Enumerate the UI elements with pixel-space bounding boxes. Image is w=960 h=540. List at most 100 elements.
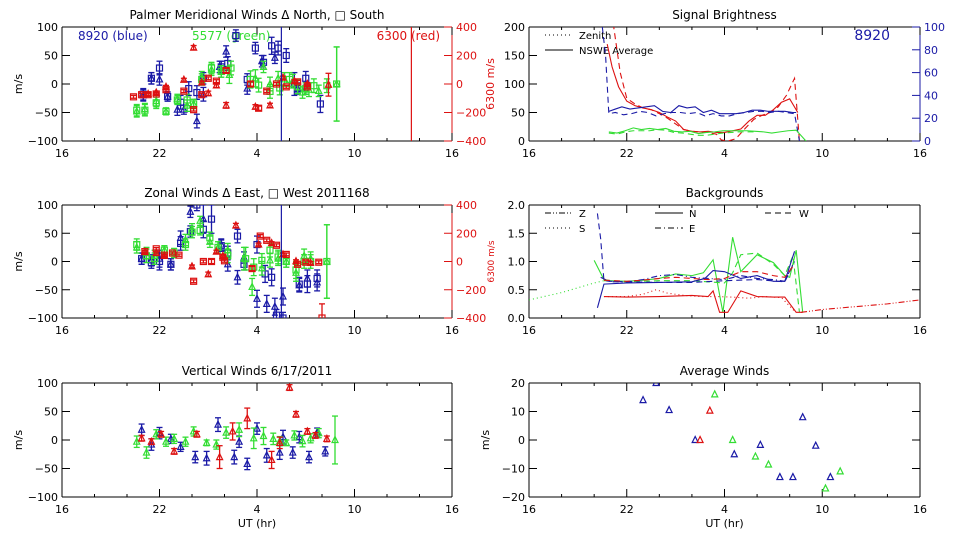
triangle-marker xyxy=(170,434,179,442)
data-point xyxy=(266,100,274,109)
panel-zonal: Zonal Winds Δ East, □ West 2011168 16 22 4 1… xyxy=(12,186,497,337)
triangle-marker xyxy=(821,483,830,492)
data-point xyxy=(141,248,149,256)
data-point xyxy=(152,90,160,98)
triangle-marker xyxy=(152,248,161,257)
triangle-marker xyxy=(259,431,268,440)
data-point xyxy=(282,250,290,259)
triangle-marker xyxy=(230,452,239,461)
y-tick-label: 50 xyxy=(511,107,525,120)
triangle-marker xyxy=(751,451,760,460)
x-tick-label: 16 xyxy=(55,324,69,337)
square-marker xyxy=(160,251,168,259)
square-marker xyxy=(177,239,185,248)
square-marker xyxy=(282,83,290,91)
data-point xyxy=(262,294,271,314)
triangle-marker xyxy=(222,427,231,436)
data-point xyxy=(255,77,263,93)
square-marker xyxy=(164,92,172,101)
series-line xyxy=(800,299,920,313)
triangle-marker xyxy=(295,432,304,441)
panel-backgrounds: Backgrounds 16 22 4 10 16 2.0 1.5 1.0 0.5 0.0 Z N W S E xyxy=(508,186,928,337)
data-point xyxy=(181,436,190,447)
data-point xyxy=(197,77,206,86)
data-point xyxy=(246,80,255,88)
data-point xyxy=(270,51,279,65)
triangle-marker xyxy=(142,447,151,456)
data-point xyxy=(190,277,198,285)
data-point xyxy=(259,426,268,446)
square-marker xyxy=(217,67,225,76)
data-point xyxy=(255,104,263,112)
data-point xyxy=(235,435,244,449)
data-point xyxy=(285,383,294,392)
square-marker xyxy=(255,104,263,112)
square-marker xyxy=(282,257,290,266)
square-marker xyxy=(212,77,220,85)
data-point xyxy=(710,389,719,398)
data-point xyxy=(180,87,188,95)
data-point xyxy=(274,40,282,56)
square-marker xyxy=(313,274,321,283)
square-marker xyxy=(207,215,216,223)
triangle-marker xyxy=(192,116,201,125)
x-tick-label: 4 xyxy=(721,503,728,516)
data-point xyxy=(258,252,266,268)
data-point xyxy=(129,93,138,101)
data-point xyxy=(232,29,240,42)
triangle-marker xyxy=(728,435,737,444)
square-marker xyxy=(294,78,302,86)
triangle-marker xyxy=(170,446,179,455)
data-point xyxy=(282,438,291,447)
triangle-marker xyxy=(189,42,198,51)
square-marker xyxy=(316,100,324,108)
x-axis-label: UT (hr) xyxy=(238,517,276,530)
x-tick-label: 16 xyxy=(445,324,459,337)
x-tick-label: 10 xyxy=(815,324,829,337)
data-point xyxy=(233,228,242,244)
data-point xyxy=(186,205,195,219)
data-point xyxy=(222,45,231,58)
data-point xyxy=(263,236,271,244)
data-point xyxy=(222,100,231,109)
data-point xyxy=(212,439,221,450)
data-point xyxy=(190,106,198,114)
data-point xyxy=(202,438,211,447)
triangle-marker xyxy=(710,389,719,398)
triangle-marker xyxy=(243,459,252,468)
triangle-marker xyxy=(639,395,648,404)
square-marker xyxy=(155,64,164,72)
y-tick-label: −10 xyxy=(502,463,525,476)
triangle-marker xyxy=(228,426,237,435)
square-marker xyxy=(263,236,271,244)
x-tick-label: 22 xyxy=(153,324,167,337)
data-point xyxy=(323,224,331,299)
right-y-tick-label: 200 xyxy=(456,227,477,240)
data-point xyxy=(204,269,213,278)
x-tick-label: 4 xyxy=(721,324,728,337)
triangle-marker xyxy=(222,100,231,109)
triangle-marker xyxy=(162,436,170,445)
triangle-marker xyxy=(275,438,284,446)
data-point xyxy=(788,472,797,481)
triangle-marker xyxy=(266,255,274,264)
square-marker xyxy=(133,106,141,114)
data-point xyxy=(705,405,714,414)
square-marker xyxy=(180,87,188,95)
data-point xyxy=(665,405,674,414)
right-y-tick-label: 80 xyxy=(924,44,938,57)
y-tick-label: −100 xyxy=(28,491,58,504)
triangle-marker xyxy=(235,436,244,445)
y-tick-label: −20 xyxy=(502,491,525,504)
data-point xyxy=(147,71,155,85)
data-point xyxy=(162,107,170,116)
right-y-tick-label: 400 xyxy=(456,199,477,212)
triangle-marker xyxy=(811,440,820,449)
x-tick-label: 16 xyxy=(55,503,69,516)
data-point xyxy=(288,446,297,459)
series-line xyxy=(608,129,756,136)
triangle-marker xyxy=(204,88,213,97)
annotation-label: 8920 xyxy=(854,28,890,44)
triangle-marker xyxy=(321,446,330,455)
data-point xyxy=(652,383,661,387)
